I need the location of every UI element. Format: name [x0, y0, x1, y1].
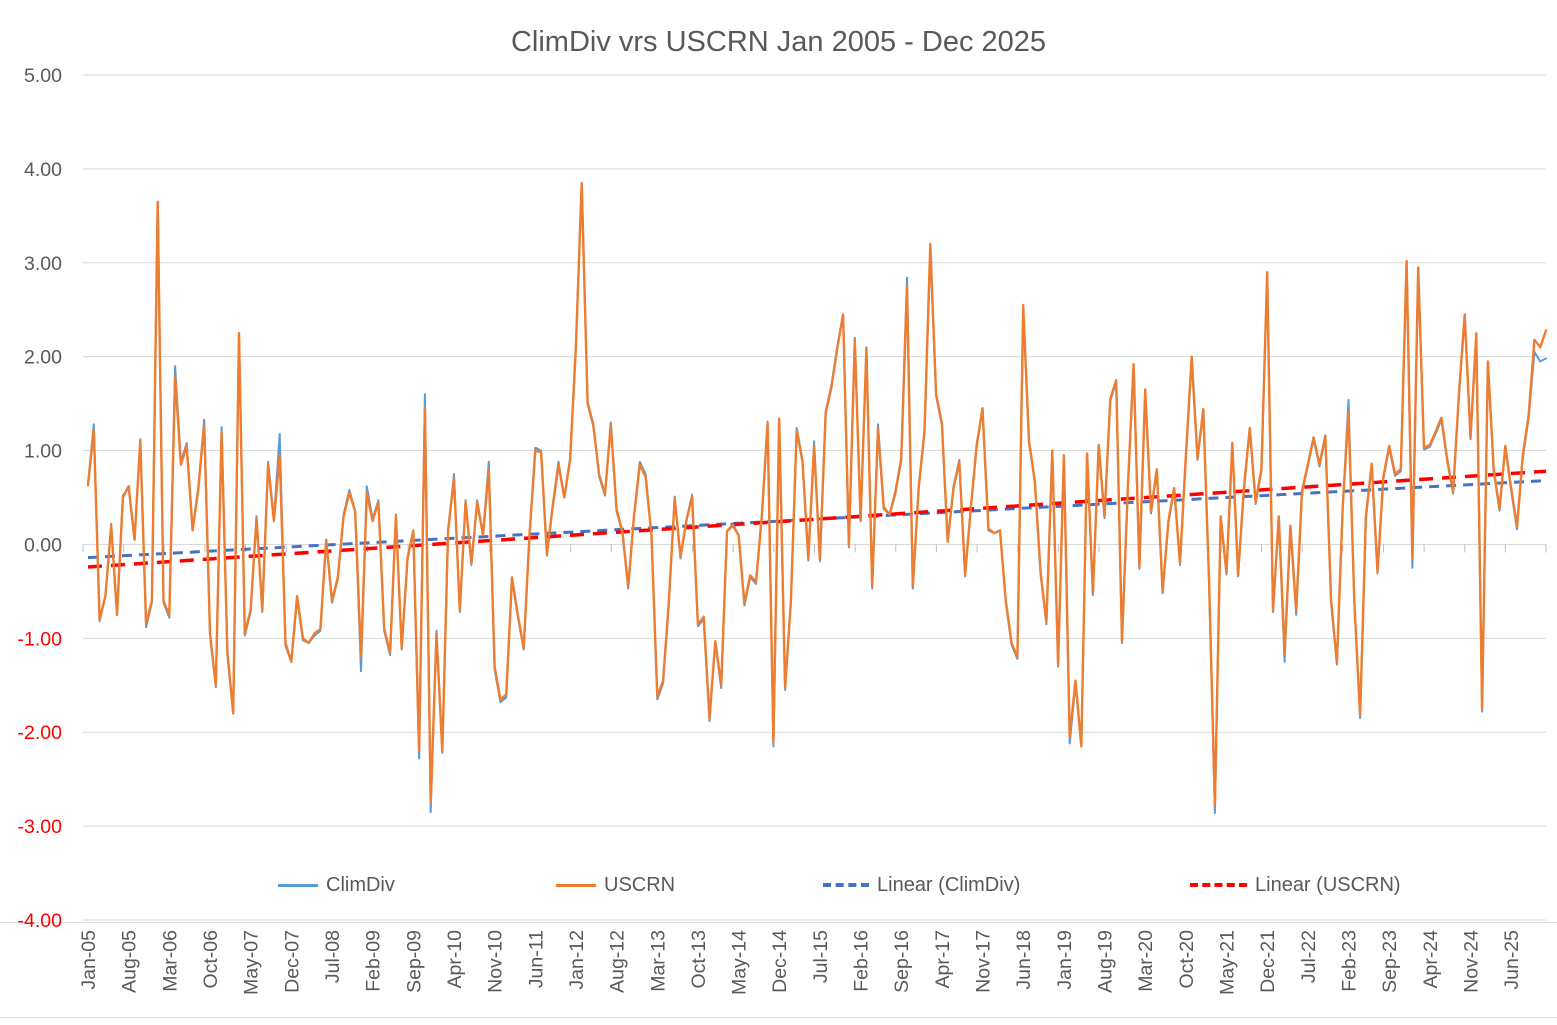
x-axis-label: Jun-18: [1013, 930, 1035, 990]
x-axis-label: Dec-14: [769, 930, 791, 993]
x-axis-label: May-14: [729, 930, 751, 995]
y-axis-labels: 5.00 4.00 3.00 2.00 1.00 0.00 -1.00 -2.00 -3.00 -…: [18, 65, 63, 932]
y-axis-label: 0.00: [24, 534, 62, 556]
trend-uscrn-line[interactable]: [87, 469, 1547, 569]
x-axis-label: Oct-20: [1176, 930, 1198, 989]
x-axis-label: Jun-11: [525, 930, 547, 988]
x-axis-label: Apr-10: [444, 930, 466, 989]
x-axis-label: Sep-23: [1379, 930, 1401, 993]
linear-uscrn-dash-marker-icon: [1190, 883, 1247, 887]
background-row-line-bottom: [0, 1017, 1557, 1018]
legend-item-climdiv[interactable]: ClimDiv: [278, 872, 395, 898]
chart-legend: ClimDiv USCRN Linear (ClimDiv) Linear (U…: [0, 872, 1557, 898]
y-axis-label: 4.00: [24, 159, 62, 181]
x-axis-labels: Jan-05 Aug-05 Mar-06 Oct-06 May-07 Dec-07 Jul-…: [78, 930, 1523, 995]
y-gridlines: [83, 74, 1546, 921]
y-axis-label: 3.00: [24, 253, 62, 275]
x-axis-label: Feb-23: [1339, 930, 1361, 992]
legend-item-uscrn[interactable]: USCRN: [556, 872, 675, 898]
y-axis-label: -4.00: [18, 910, 63, 932]
linear-climdiv-dash-marker-icon: [823, 883, 869, 887]
climdiv-line-marker-icon: [278, 883, 318, 887]
x-axis-label: Jan-05: [78, 930, 100, 990]
x-axis-label: Apr-17: [932, 930, 954, 989]
x-axis-label: Jan-19: [1054, 930, 1076, 990]
x-axis-label: Oct-06: [200, 930, 222, 989]
x-axis-label: Jul-08: [322, 930, 344, 983]
x-axis-label: Feb-16: [851, 930, 873, 992]
x-axis-label: Nov-10: [485, 930, 507, 993]
y-axis-label: 5.00: [24, 65, 62, 87]
x-axis-label: Oct-13: [688, 930, 710, 989]
chart-title: ClimDiv vrs USCRN Jan 2005 - Dec 2025: [510, 26, 1047, 58]
y-axis-label: 2.00: [24, 347, 62, 369]
x-axis-label: Feb-09: [363, 930, 385, 992]
x-axis-label: Sep-16: [891, 930, 913, 993]
x-axis-label: Mar-06: [159, 930, 181, 992]
x-axis-label: May-21: [1217, 930, 1239, 995]
x-axis-label: Mar-20: [1135, 930, 1157, 992]
x-axis-label: Nov-24: [1460, 930, 1482, 993]
x-axis-label: Mar-13: [647, 930, 669, 992]
series-uscrn-line[interactable]: [86, 181, 1548, 807]
legend-item-linear-climdiv[interactable]: Linear (ClimDiv): [823, 872, 1020, 898]
x-axis-label: Jul-22: [1298, 930, 1320, 983]
x-axis-label: Aug-12: [607, 930, 629, 993]
y-axis-label: -2.00: [18, 722, 63, 744]
x-axis-label: Dec-21: [1257, 930, 1279, 993]
x-axis-label: Jan-12: [566, 930, 588, 990]
x-axis-label: Aug-19: [1095, 930, 1117, 993]
legend-label-climdiv: ClimDiv: [326, 873, 395, 896]
y-axis-label: 1.00: [24, 441, 62, 463]
legend-item-linear-uscrn[interactable]: Linear (USCRN): [1190, 872, 1401, 898]
uscrn-line-marker-icon: [556, 883, 596, 887]
x-axis-label: May-07: [241, 930, 263, 995]
x-axis-label: Jun-25: [1501, 930, 1523, 990]
legend-label-linear-uscrn: Linear (USCRN): [1255, 873, 1401, 896]
x-axis-label: Nov-17: [973, 930, 995, 993]
y-axis-label: -1.00: [18, 628, 63, 650]
y-axis-label: -3.00: [18, 816, 63, 838]
x-axis-label: Jul-15: [810, 930, 832, 983]
x-axis-label: Sep-09: [403, 930, 425, 993]
legend-label-uscrn: USCRN: [604, 873, 676, 896]
legend-label-linear-climdiv: Linear (ClimDiv): [877, 873, 1021, 896]
background-row-line-top: [0, 922, 1557, 923]
x-axis-label: Apr-24: [1420, 930, 1442, 989]
x-axis-label: Aug-05: [119, 930, 141, 993]
x-axis-label: Dec-07: [281, 930, 303, 993]
